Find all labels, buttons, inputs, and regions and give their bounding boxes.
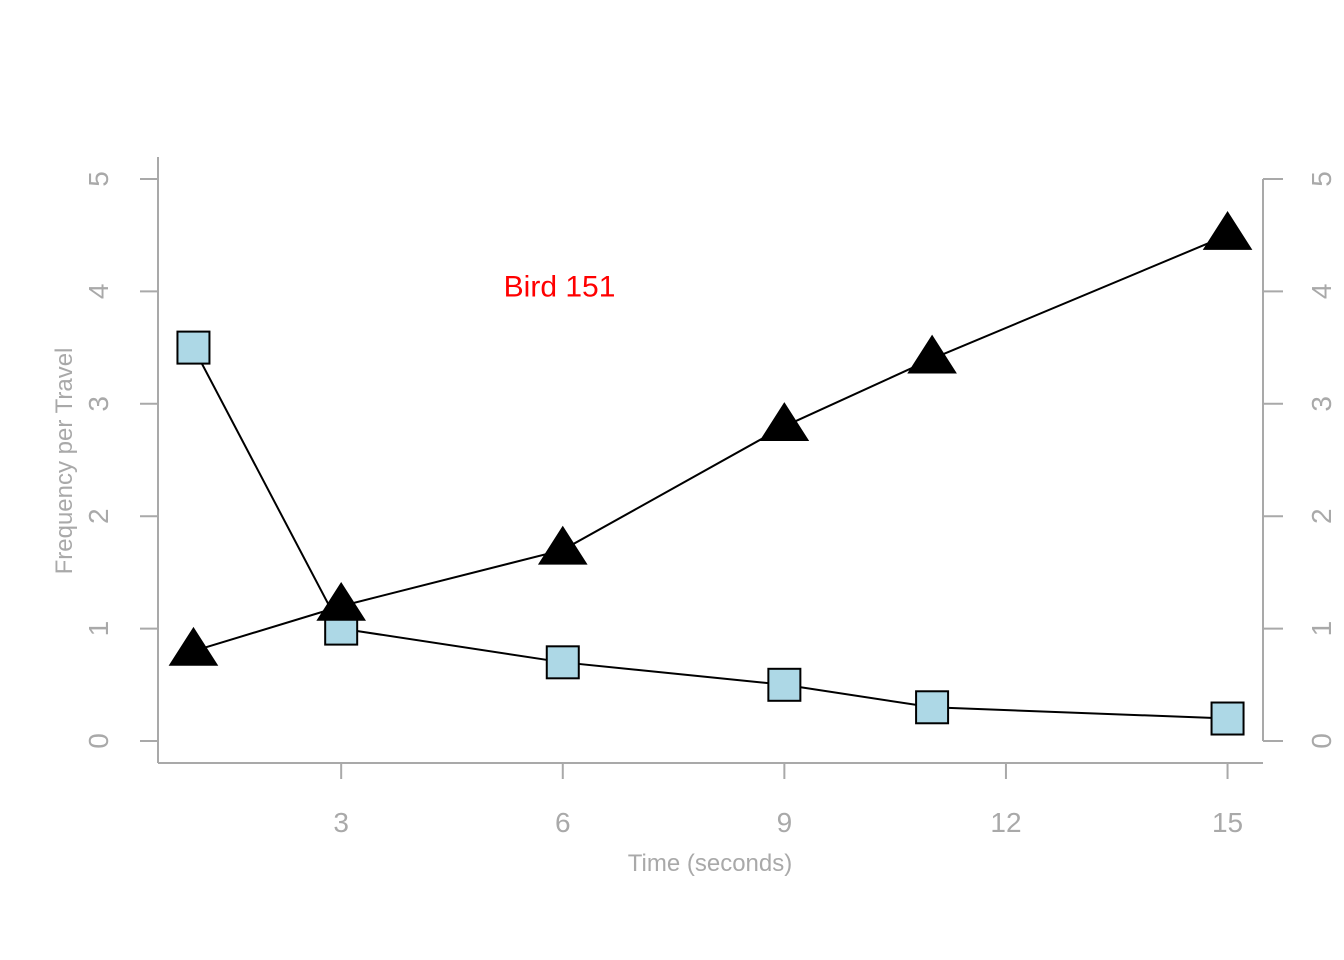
y-tick-label-right: 5 [1306, 171, 1337, 187]
square-marker [767, 667, 802, 702]
triangle-marker [1202, 211, 1253, 250]
x-tick-label: 6 [555, 807, 571, 838]
y-axis-title: Frequency per Travel [51, 348, 78, 575]
chart-labels: Time (seconds) Frequency per Travel Bird… [51, 270, 792, 877]
square-marker [545, 645, 580, 680]
x-axis-title: Time (seconds) [628, 850, 792, 877]
y-tick-label-right: 1 [1306, 621, 1337, 637]
series-0-line [192, 347, 1228, 720]
triangle-marker [907, 334, 957, 374]
triangle-marker [759, 402, 810, 441]
y-tick-label-right: 2 [1306, 508, 1337, 524]
y-tick-label-left: 2 [83, 508, 114, 524]
triangle-marker [316, 581, 367, 621]
x-tick-label: 15 [1212, 807, 1243, 838]
y-tick-label-left: 0 [83, 733, 114, 749]
y-tick-label-right: 3 [1306, 396, 1337, 412]
x-tick-label: 9 [777, 807, 793, 838]
series-markers [168, 211, 1253, 736]
y-tick-label-left: 5 [83, 171, 114, 187]
x-tick-label: 12 [990, 807, 1021, 838]
triangle-marker [168, 626, 219, 666]
triangle-marker [537, 525, 588, 565]
y-tick-label-right: 4 [1306, 284, 1337, 300]
square-marker [1210, 701, 1245, 736]
y-tick-label-left: 3 [83, 396, 114, 412]
square-marker [915, 690, 950, 725]
y-tick-label-left: 4 [83, 284, 114, 300]
series-lines [192, 234, 1228, 720]
series-1-line [193, 234, 1228, 653]
y-tick-label-left: 1 [83, 621, 114, 637]
y-tick-label-right: 0 [1306, 733, 1337, 749]
annotation-bird-label: Bird 151 [504, 270, 616, 303]
square-marker [176, 330, 211, 365]
x-tick-label: 3 [333, 807, 349, 838]
